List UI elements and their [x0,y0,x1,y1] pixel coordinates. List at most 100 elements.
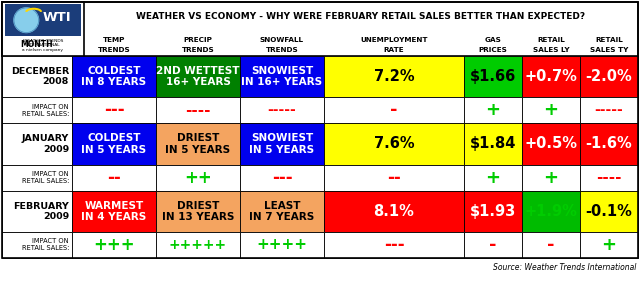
Bar [324,165,464,191]
Text: ---: --- [272,169,292,187]
Bar [464,232,522,258]
Bar [2,56,72,97]
Text: FEBRUARY
2009: FEBRUARY 2009 [13,202,69,221]
Bar [464,165,522,191]
Bar [156,97,240,123]
Text: ---: --- [104,101,124,119]
Text: $1.84: $1.84 [470,136,516,151]
Text: 8.1%: 8.1% [374,204,415,219]
Text: -----: ----- [268,103,296,117]
Bar [2,191,72,232]
Text: 2ND WETTEST
16+ YEARS: 2ND WETTEST 16+ YEARS [156,66,240,87]
Bar [522,191,580,232]
Text: ----: ---- [185,103,211,118]
Text: +1.9%: +1.9% [525,204,577,219]
Bar [464,56,522,97]
Bar [580,97,638,123]
Text: GAS: GAS [484,37,501,43]
Bar [240,97,324,123]
Bar [156,56,240,97]
Text: $1.66: $1.66 [470,69,516,84]
Text: PRECIP: PRECIP [184,37,212,43]
Text: SALES TY: SALES TY [590,47,628,53]
Text: IMPACT ON
RETAIL SALES:: IMPACT ON RETAIL SALES: [22,171,69,184]
Text: WEATHER VS ECONOMY - WHY WERE FEBRUARY RETAIL SALES BETTER THAN EXPECTED?: WEATHER VS ECONOMY - WHY WERE FEBRUARY R… [136,12,586,20]
Text: -0.1%: -0.1% [586,204,632,219]
Bar [2,232,72,258]
Text: PRICES: PRICES [479,47,508,53]
Bar [240,56,324,97]
Bar [464,191,522,232]
Text: UNEMPLOYMENT: UNEMPLOYMENT [360,37,428,43]
Text: +0.5%: +0.5% [525,136,577,151]
Text: -2.0%: -2.0% [586,69,632,84]
Bar [2,165,72,191]
Bar [522,56,580,97]
Text: TRENDS: TRENDS [182,47,214,53]
Text: JANUARY
2009: JANUARY 2009 [22,134,69,154]
Text: -----: ----- [595,103,623,117]
Text: TRENDS: TRENDS [98,47,131,53]
Bar [2,2,84,56]
Bar [464,97,522,123]
Text: ++: ++ [184,169,212,187]
Text: +: + [486,169,500,187]
Bar [580,165,638,191]
Bar [580,123,638,165]
Text: LEAST
IN 7 YEARS: LEAST IN 7 YEARS [250,200,315,222]
Text: -: - [489,236,497,254]
Bar [580,232,638,258]
Text: SNOWIEST
IN 16+ YEARS: SNOWIEST IN 16+ YEARS [241,66,323,87]
Text: --: -- [387,169,401,187]
Bar [522,123,580,165]
Text: -: - [390,101,397,119]
Bar [156,165,240,191]
Bar [72,56,156,97]
Text: COLDEST
IN 8 YEARS: COLDEST IN 8 YEARS [81,66,147,87]
Circle shape [14,8,38,32]
Text: +: + [543,169,559,187]
Text: IMPACT ON
RETAIL SALES:: IMPACT ON RETAIL SALES: [22,104,69,117]
Text: SALES LY: SALES LY [532,47,570,53]
Bar [324,232,464,258]
Bar [324,97,464,123]
Text: +0.7%: +0.7% [525,69,577,84]
Text: 7.6%: 7.6% [374,136,414,151]
Text: DRIEST
IN 5 YEARS: DRIEST IN 5 YEARS [165,133,230,155]
Bar [324,56,464,97]
Bar [580,56,638,97]
Text: WTI: WTI [42,11,71,24]
Bar [464,123,522,165]
Bar [72,232,156,258]
Bar [324,123,464,165]
Text: RETAIL: RETAIL [595,37,623,43]
Bar [72,97,156,123]
Text: TEMP: TEMP [103,37,125,43]
Bar [2,123,72,165]
Text: ---: --- [384,236,404,254]
Text: +: + [543,101,559,119]
Text: IMPACT ON
RETAIL SALES:: IMPACT ON RETAIL SALES: [22,238,69,252]
Text: WARMEST
IN 4 YEARS: WARMEST IN 4 YEARS [81,200,147,222]
Bar [2,2,638,56]
Text: DECEMBER
2008: DECEMBER 2008 [11,67,69,86]
Text: --: -- [107,169,121,187]
Bar [324,191,464,232]
Text: +: + [486,101,500,119]
Text: -: - [547,236,555,254]
Text: 7.2%: 7.2% [374,69,414,84]
Text: +++: +++ [93,236,135,254]
Bar [156,123,240,165]
Bar [240,165,324,191]
Text: WEATHER TRENDS
INTERNATIONAL
a nielsen company: WEATHER TRENDS INTERNATIONAL a nielsen c… [22,39,63,52]
Bar [522,97,580,123]
Text: MONTH: MONTH [20,40,53,49]
Bar [240,123,324,165]
Bar [2,2,638,258]
Bar [156,191,240,232]
Text: COLDEST
IN 5 YEARS: COLDEST IN 5 YEARS [81,133,147,155]
Bar [2,97,72,123]
Text: +: + [602,236,616,254]
Text: +++++: +++++ [169,238,227,252]
Bar [156,232,240,258]
